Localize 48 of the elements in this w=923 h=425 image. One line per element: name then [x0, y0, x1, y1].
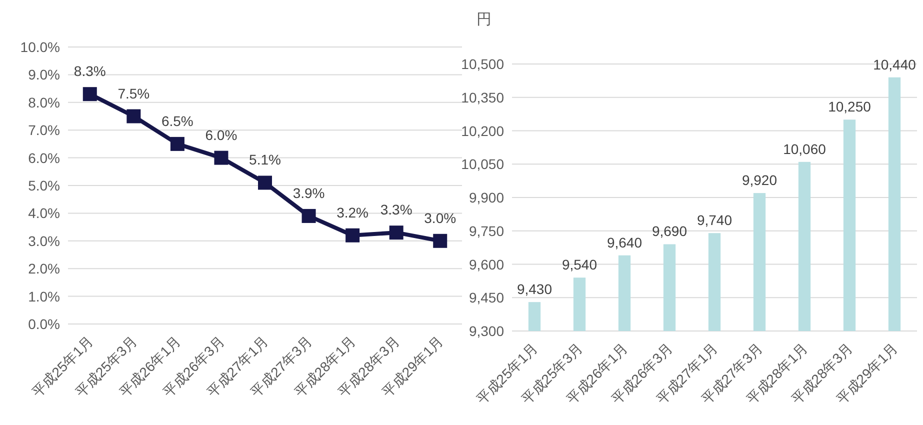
text: 8.3% [74, 63, 106, 80]
text: 9,430 [516, 281, 552, 298]
text: 10,250 [828, 98, 871, 115]
point [170, 136, 184, 151]
y-tick-label: 10,500 [461, 56, 504, 72]
y-tick-label: 10,050 [461, 156, 504, 172]
point [433, 234, 448, 248]
text: 3.2% [336, 204, 369, 220]
text: 6.5% [161, 112, 194, 129]
y-tick-label: 6.0% [28, 150, 60, 166]
y-tick-label: 5.0% [28, 178, 60, 194]
point [214, 150, 228, 165]
y-tick-label: 9,450 [468, 290, 504, 306]
point [302, 208, 316, 223]
text: 9,540 [562, 256, 598, 273]
point [258, 176, 272, 190]
y-tick-label: 0.0% [28, 316, 60, 332]
point [82, 87, 97, 102]
text: 5.1% [249, 152, 281, 168]
point [389, 226, 404, 240]
text: 6.0% [205, 126, 238, 143]
y-tick-label: 9,600 [468, 256, 504, 272]
y-tick-label: 7.0% [28, 122, 60, 138]
y-tick-label: 9,900 [468, 190, 504, 206]
text: 3.0% [424, 210, 456, 226]
text: 9,690 [652, 223, 688, 240]
y-tick-label: 10,350 [461, 89, 504, 106]
y-tick-label: 8.0% [28, 94, 60, 110]
text: 3.3% [380, 202, 412, 218]
y-tick-label: 1.0% [28, 288, 60, 304]
text: 7.5% [118, 85, 150, 102]
y-tick-label: 9,300 [468, 323, 504, 339]
point [346, 228, 360, 242]
point [126, 109, 141, 124]
text: 9,640 [606, 234, 642, 250]
y-tick-label: 10,200 [461, 122, 504, 139]
text: 3.9% [292, 184, 325, 201]
y-tick-label: 9,750 [468, 222, 504, 239]
y-tick-label: 2.0% [28, 260, 60, 277]
y-axis-title: 円 [476, 11, 492, 28]
y-tick-label: 3.0% [28, 232, 60, 249]
y-tick-label: 9.0% [28, 66, 60, 83]
text: 9,920 [742, 172, 778, 188]
text: 9,740 [696, 212, 732, 228]
text: 10,060 [783, 140, 826, 157]
y-tick-label: 10.0% [20, 39, 60, 55]
y-tick-label: 4.0% [28, 205, 60, 222]
text: 10,440 [873, 56, 916, 72]
